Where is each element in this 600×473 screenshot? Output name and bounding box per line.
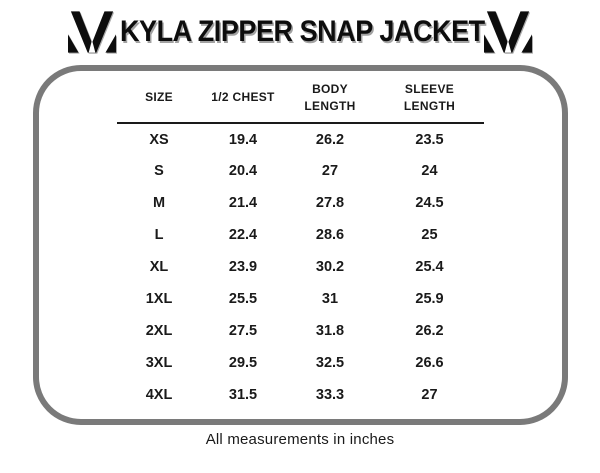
value-cell: 22.4 bbox=[228, 227, 258, 243]
value-cell: 24 bbox=[421, 163, 438, 179]
value-cell: 25.5 bbox=[228, 291, 258, 307]
value-cell: 31 bbox=[321, 291, 339, 307]
value-cell: 32.5 bbox=[315, 355, 345, 371]
value-cell: 27 bbox=[421, 387, 438, 403]
value-cell: 23.5 bbox=[415, 131, 444, 148]
header: KYLA ZIPPER SNAP JACKET bbox=[0, 9, 600, 55]
value-cell: 26.2 bbox=[415, 323, 444, 339]
size-label-cell: S bbox=[154, 163, 164, 179]
value-cell: 24.5 bbox=[415, 195, 444, 211]
table-row: M 21.4 27.8 24.5 bbox=[117, 187, 484, 219]
value-cell: 21.4 bbox=[228, 195, 258, 211]
size-label-cell: 3XL bbox=[145, 355, 173, 371]
size-label-cell: 4XL bbox=[145, 387, 173, 403]
brand-m-logo-icon bbox=[484, 10, 532, 54]
size-label-cell: XL bbox=[149, 259, 169, 275]
column-header-sleeve-length: SLEEVE LENGTH bbox=[375, 73, 484, 124]
size-label-cell: 1XL bbox=[145, 291, 173, 307]
table-row: L 22.4 28.6 25 bbox=[117, 219, 484, 251]
size-label-cell: 2XL bbox=[145, 323, 173, 339]
size-chart-table: SIZE 1/2 CHEST BODY LENGTH SLEEVE LENGTH… bbox=[116, 73, 484, 411]
value-cell: 26.2 bbox=[315, 131, 345, 148]
table-row: XL 23.9 30.2 25.4 bbox=[117, 251, 484, 283]
value-cell: 31.8 bbox=[315, 323, 345, 339]
measurements-footnote: All measurements in inches bbox=[205, 431, 395, 448]
value-cell: 26.6 bbox=[415, 355, 444, 371]
value-cell: 19.4 bbox=[228, 131, 258, 148]
size-label-cell: L bbox=[154, 227, 164, 243]
column-header-size: SIZE bbox=[116, 73, 202, 124]
value-cell: 29.5 bbox=[228, 355, 258, 371]
column-header-body-length: BODY LENGTH bbox=[284, 73, 376, 124]
value-cell: 25 bbox=[421, 227, 438, 243]
value-cell: 30.2 bbox=[315, 259, 345, 275]
value-cell: 27.5 bbox=[228, 323, 258, 339]
table-row: 1XL 25.5 31 25.9 bbox=[117, 283, 484, 315]
page-title: KYLA ZIPPER SNAP JACKET bbox=[120, 12, 485, 52]
table-row: 4XL 31.5 33.3 27 bbox=[117, 379, 484, 411]
value-cell: 23.9 bbox=[228, 259, 258, 275]
table-row: XS 19.4 26.2 23.5 bbox=[117, 123, 484, 155]
brand-m-logo-icon bbox=[68, 10, 116, 54]
size-label-cell: XS bbox=[149, 131, 169, 148]
value-cell: 25.4 bbox=[415, 259, 444, 275]
value-cell: 28.6 bbox=[315, 227, 345, 243]
table-row: S 20.4 27 24 bbox=[117, 155, 484, 187]
size-chart-panel: SIZE 1/2 CHEST BODY LENGTH SLEEVE LENGTH… bbox=[32, 65, 568, 425]
value-cell: 25.9 bbox=[415, 291, 444, 307]
value-cell: 27 bbox=[321, 163, 339, 179]
table-header-row: SIZE 1/2 CHEST BODY LENGTH SLEEVE LENGTH bbox=[116, 73, 484, 124]
table-row: 3XL 29.5 32.5 26.6 bbox=[117, 347, 484, 379]
value-cell: 20.4 bbox=[228, 163, 258, 179]
column-header-half-chest: 1/2 CHEST bbox=[201, 73, 285, 124]
value-cell: 27.8 bbox=[315, 195, 345, 211]
value-cell: 31.5 bbox=[228, 387, 258, 403]
page-title-text: KYLA ZIPPER SNAP JACKET bbox=[120, 15, 485, 48]
value-cell: 33.3 bbox=[315, 387, 345, 403]
size-label-cell: M bbox=[152, 195, 166, 211]
table-row: 2XL 27.5 31.8 26.2 bbox=[117, 315, 484, 347]
